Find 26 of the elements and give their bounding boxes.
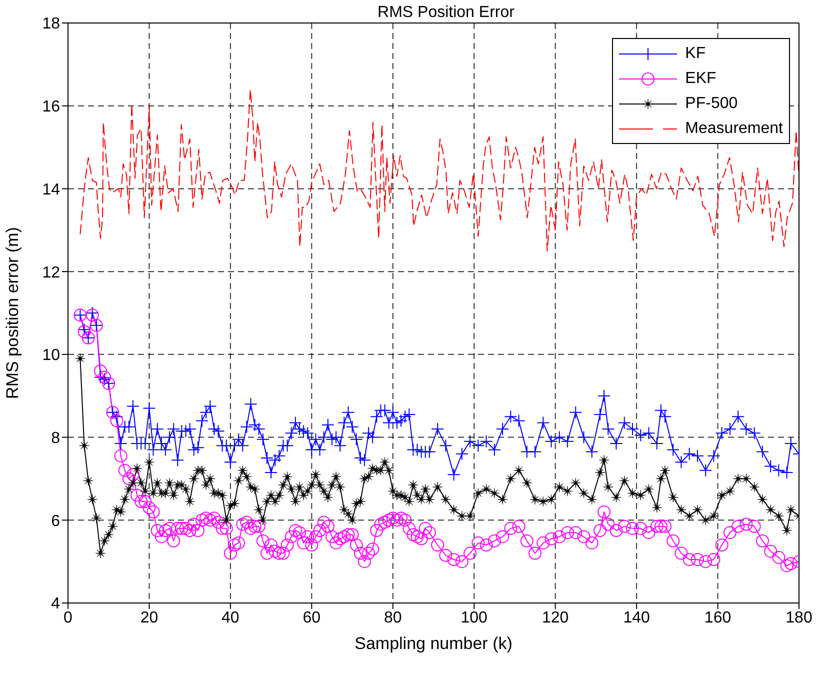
x-tick-label: 80	[384, 609, 402, 626]
y-tick-label: 10	[42, 347, 60, 364]
legend-label: KF	[685, 44, 706, 62]
x-tick-label: 100	[460, 609, 488, 626]
y-tick-label: 12	[42, 264, 60, 282]
legend-label: Measurement	[685, 120, 783, 138]
chart-title: RMS Position Error	[376, 4, 516, 22]
legend-label: EKF	[685, 70, 716, 88]
legend-label: PF-500	[685, 94, 738, 112]
y-tick-label: 16	[42, 98, 60, 116]
y-axis-title: RMS position error (m)	[3, 227, 22, 399]
y-tick-label: 18	[42, 16, 60, 33]
x-tick-label: 160	[704, 609, 732, 626]
x-tick-label: 180	[786, 609, 812, 626]
x-tick-label: 20	[140, 609, 158, 626]
line-series	[80, 88, 799, 252]
y-tick-label: 4	[51, 596, 60, 613]
x-tick-label: 0	[64, 609, 73, 626]
y-tick-label: 8	[51, 430, 60, 447]
x-tick-label: 120	[542, 609, 569, 626]
y-tick-label: 14	[42, 181, 60, 198]
x-tick-label: 60	[302, 609, 321, 626]
x-tick-label: 140	[623, 609, 650, 626]
y-tick-label: 6	[51, 512, 60, 530]
x-axis-title: Sampling number (k)	[354, 634, 512, 653]
x-tick-label: 40	[222, 609, 240, 626]
